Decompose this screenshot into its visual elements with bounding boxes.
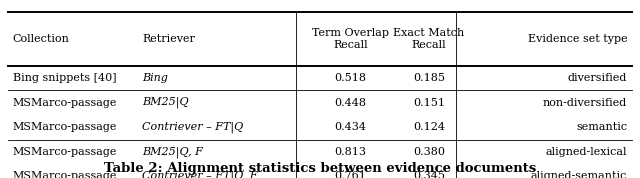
Text: Retriever: Retriever (142, 34, 195, 44)
Text: 0.380: 0.380 (413, 147, 445, 157)
Text: Collection: Collection (13, 34, 70, 44)
Text: Bing: Bing (142, 73, 168, 83)
Text: BM25|Q: BM25|Q (142, 97, 189, 108)
Text: Term Overlap
Recall: Term Overlap Recall (312, 28, 389, 50)
Text: BM25|Q, F: BM25|Q, F (142, 146, 203, 158)
Text: 0.518: 0.518 (334, 73, 366, 83)
Text: Evidence set type: Evidence set type (527, 34, 627, 44)
Text: MSMarco-passage: MSMarco-passage (13, 171, 117, 178)
Text: MSMarco-passage: MSMarco-passage (13, 98, 117, 108)
Text: Table 2: Alignment statistics between evidence documents: Table 2: Alignment statistics between ev… (104, 162, 536, 175)
Text: MSMarco-passage: MSMarco-passage (13, 122, 117, 132)
Text: diversified: diversified (568, 73, 627, 83)
Text: Exact Match
Recall: Exact Match Recall (394, 28, 465, 50)
Text: 0.813: 0.813 (334, 147, 366, 157)
Text: non-diversified: non-diversified (543, 98, 627, 108)
Text: aligned-lexical: aligned-lexical (546, 147, 627, 157)
Text: 0.151: 0.151 (413, 98, 445, 108)
Text: Contriever – FT|Q: Contriever – FT|Q (142, 122, 243, 133)
Text: Contriever – FT|Q, F: Contriever – FT|Q, F (142, 171, 257, 178)
Text: 0.185: 0.185 (413, 73, 445, 83)
Text: 0.345: 0.345 (413, 171, 445, 178)
Text: 0.761: 0.761 (335, 171, 366, 178)
Text: 0.124: 0.124 (413, 122, 445, 132)
Text: semantic: semantic (576, 122, 627, 132)
Text: 0.434: 0.434 (334, 122, 366, 132)
Text: MSMarco-passage: MSMarco-passage (13, 147, 117, 157)
Text: Bing snippets [40]: Bing snippets [40] (13, 73, 116, 83)
Text: 0.448: 0.448 (334, 98, 366, 108)
Text: aligned-semantic: aligned-semantic (531, 171, 627, 178)
